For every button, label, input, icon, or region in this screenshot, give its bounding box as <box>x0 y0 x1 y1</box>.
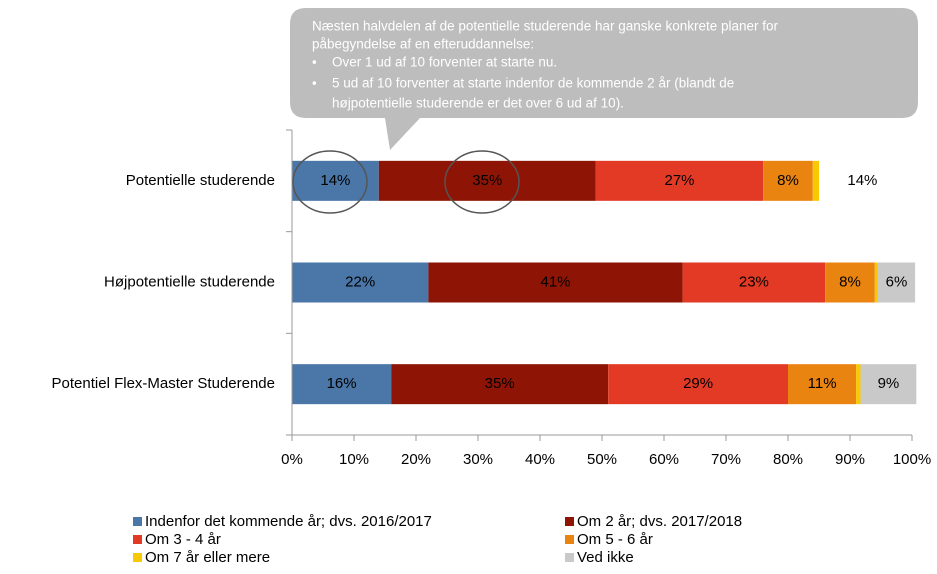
callout-line: 5 ud af 10 forventer at starte indenfor … <box>332 76 734 91</box>
highlight-circle <box>444 150 520 214</box>
x-tick-label: 10% <box>339 451 369 468</box>
legend-swatch <box>133 553 142 562</box>
value-label: 22% <box>345 273 375 290</box>
bar-segment <box>292 262 429 303</box>
value-label: 14% <box>320 172 350 189</box>
value-label: 8% <box>777 172 799 189</box>
bullet: • <box>312 55 317 70</box>
x-tick-label: 20% <box>401 451 431 468</box>
legend-label: Indenfor det kommende år; dvs. 2016/2017 <box>145 513 432 530</box>
callout-line: Næsten halvdelen af de potentielle stude… <box>312 19 779 34</box>
value-label: 41% <box>540 273 570 290</box>
legend-swatch <box>133 517 142 526</box>
bar-segment <box>378 160 596 201</box>
bar-segment <box>608 364 788 405</box>
bar-segment <box>877 262 916 303</box>
legend-label: Ved ikke <box>577 549 634 566</box>
highlight-circle <box>292 150 368 214</box>
value-label: 8% <box>839 273 861 290</box>
value-label: 14% <box>847 172 877 189</box>
value-label: 6% <box>886 273 908 290</box>
bar-segment <box>860 364 917 405</box>
bar-segment <box>812 160 819 201</box>
legend-label: Om 7 år eller mere <box>145 549 270 566</box>
x-tick-label: 90% <box>835 451 865 468</box>
value-label: 9% <box>878 375 900 392</box>
bar-segment <box>825 262 875 303</box>
bar-segment <box>595 160 764 201</box>
bar-segment <box>874 262 878 303</box>
bar-segment <box>428 262 683 303</box>
category-label: Potentielle studerende <box>126 172 275 189</box>
callout-line: påbegyndelse af en efteruddannelse: <box>312 37 534 52</box>
bar-segment <box>682 262 826 303</box>
bar-segment <box>856 364 861 405</box>
x-tick-label: 100% <box>893 451 931 468</box>
value-label: 27% <box>664 172 694 189</box>
category-label: Potentiel Flex-Master Studerende <box>52 375 275 392</box>
value-label: 29% <box>683 375 713 392</box>
x-tick-label: 40% <box>525 451 555 468</box>
bar-segment <box>763 160 813 201</box>
value-label: 16% <box>327 375 357 392</box>
legend-label: Om 3 - 4 år <box>145 531 221 548</box>
value-label: 35% <box>472 172 502 189</box>
legend-swatch <box>565 535 574 544</box>
value-label: 23% <box>739 273 769 290</box>
x-tick-label: 70% <box>711 451 741 468</box>
callout-bubble <box>290 8 918 150</box>
callout: Næsten halvdelen af de potentielle stude… <box>290 8 918 150</box>
legend-swatch <box>565 517 574 526</box>
legend-swatch <box>565 553 574 562</box>
legend-label: Om 2 år; dvs. 2017/2018 <box>577 513 742 530</box>
bar-segment <box>788 364 857 405</box>
category-label: Højpotentielle studerende <box>104 273 275 290</box>
legend-swatch <box>133 535 142 544</box>
value-label: 11% <box>808 375 837 392</box>
x-tick-label: 50% <box>587 451 617 468</box>
callout-line: Over 1 ud af 10 forventer at starte nu. <box>332 55 557 70</box>
x-tick-label: 80% <box>773 451 803 468</box>
bar-segment <box>819 160 906 201</box>
bar-segment <box>391 364 609 405</box>
x-tick-label: 30% <box>463 451 493 468</box>
x-tick-label: 60% <box>649 451 679 468</box>
plot: Potentielle studerende 14% 35% 27% 8% 14% Højp… <box>52 129 931 468</box>
x-tick-label: 0% <box>281 451 303 468</box>
legend-label: Om 5 - 6 år <box>577 531 653 548</box>
callout-line: højpotentielle studerende er det over 6 … <box>332 96 624 111</box>
value-label: 35% <box>485 375 515 392</box>
bullet: • <box>312 76 317 91</box>
bar-segment <box>292 364 392 405</box>
